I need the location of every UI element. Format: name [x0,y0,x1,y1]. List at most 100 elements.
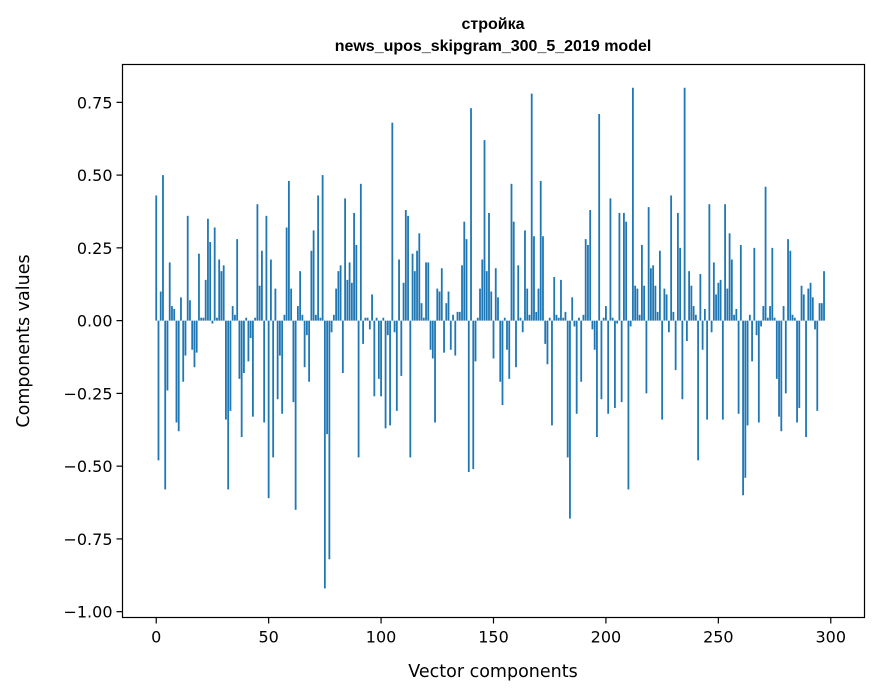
bar [753,247,756,321]
bar [177,320,180,432]
bar [485,271,488,321]
bar [492,320,495,359]
bar [326,320,329,435]
bar [593,320,596,350]
bar [204,279,207,321]
bar [494,268,497,321]
bar [719,279,722,321]
bar [582,314,585,321]
bar [694,314,697,321]
bar [438,291,441,321]
bar [164,320,167,490]
bar [708,204,711,321]
y-tick-label: −0.25 [63,384,112,403]
bar [535,311,538,321]
bar [760,320,762,327]
bar [168,262,171,321]
bar [308,320,311,382]
bar [413,271,416,321]
bar [227,320,230,490]
bar [384,320,387,429]
bar [270,259,272,321]
bar [220,271,223,321]
bar [605,306,607,321]
bar [735,308,738,321]
bar [283,314,286,321]
bar [676,212,679,321]
bar [357,320,360,458]
bar [420,303,423,321]
bar [809,282,812,321]
bar [458,311,461,321]
bar [701,320,704,350]
bar [422,317,425,321]
bar [771,247,774,321]
bar [712,262,715,321]
bar [661,320,664,420]
bar [654,285,657,321]
bar [739,244,742,321]
bar [434,320,436,423]
bar [560,279,562,321]
bar [359,183,362,321]
bar [463,221,466,321]
bar [407,215,409,321]
bar [274,288,277,321]
bar [587,244,589,321]
bar [517,265,520,321]
bar [530,93,533,321]
bar [728,233,731,321]
bar [614,320,616,408]
bar [319,317,322,321]
bar [470,108,472,321]
bar [591,320,594,330]
bar [685,320,688,341]
bar [542,236,544,321]
bar [305,320,308,336]
bar [551,320,553,426]
bar [607,320,610,414]
bar [346,279,349,321]
bar [299,271,302,321]
bar [782,306,785,321]
bar [429,320,432,350]
bar [692,306,695,321]
bar [310,250,313,321]
bar [400,320,403,376]
x-tick-label: 300 [815,628,846,647]
bar [802,294,805,321]
bar [155,195,158,321]
bar [355,244,358,321]
bar [697,320,700,461]
bar [674,320,677,371]
bar [398,259,400,321]
bar [344,198,346,321]
bar [213,227,216,321]
bar [724,204,726,321]
bar [285,227,288,321]
x-tick-label: 0 [151,628,161,647]
bar [710,320,713,333]
bar [773,317,776,321]
bar [465,239,468,321]
bar [353,212,355,321]
bar [501,320,504,406]
bar [600,320,603,400]
bar [578,317,580,321]
bar [159,291,162,321]
bar [641,244,643,321]
bar [778,320,780,417]
bar [800,285,803,321]
bar [476,317,479,321]
bar [366,317,369,321]
bar [658,250,661,321]
bar [261,250,263,321]
bar [557,317,560,321]
bar [249,320,252,339]
chart-title: стройка [461,16,524,33]
bar [389,320,391,426]
bar [449,320,452,350]
bar [330,320,333,333]
bar [395,320,398,411]
bar [198,253,200,321]
